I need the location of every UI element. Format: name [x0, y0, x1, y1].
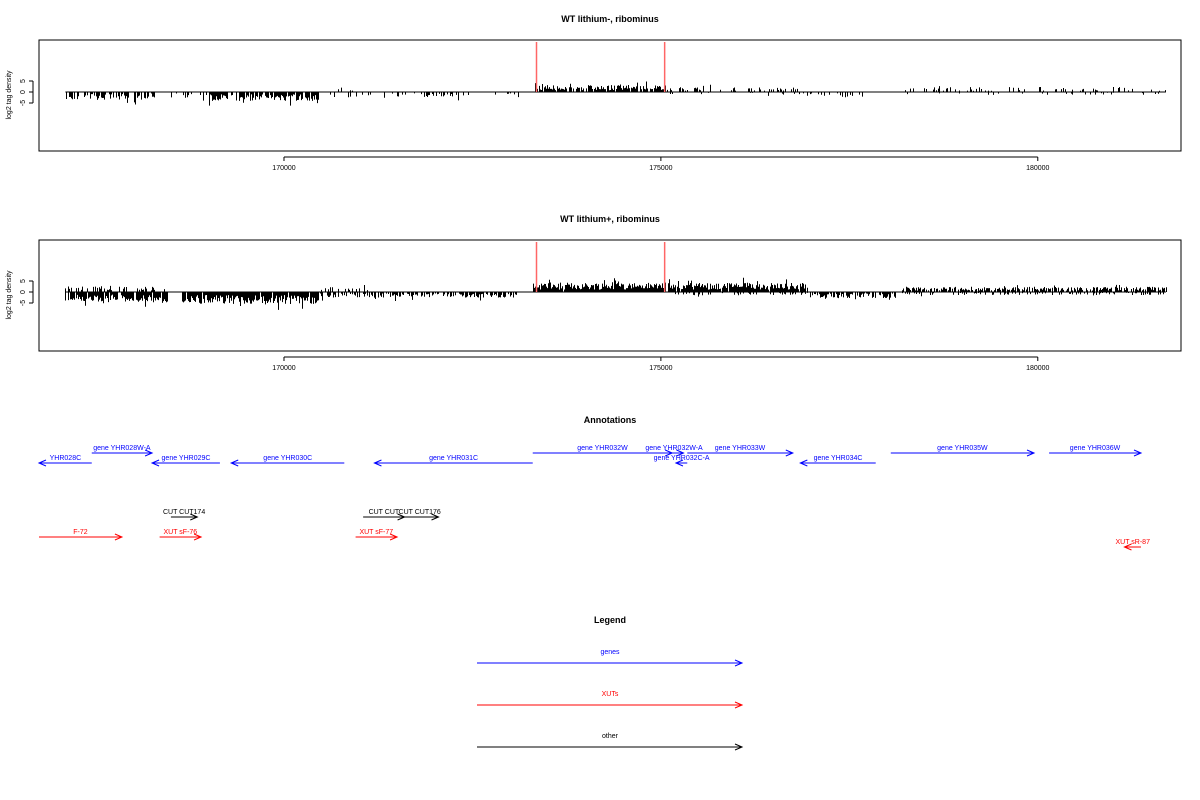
annotation-feature: XUT sR-87	[1115, 539, 1150, 551]
panel-2-title: WT lithium+, ribominus	[560, 214, 660, 224]
legend-item-gene: genes	[477, 649, 744, 667]
annotation-feature: gene YHR035W	[890, 445, 1036, 457]
x-tick-label: 180000	[1026, 165, 1049, 172]
panel-1-bars	[65, 81, 1166, 106]
annotation-label: XUT sR-87	[1115, 539, 1150, 546]
panel-2-y-axis: -5 0 5	[20, 279, 34, 306]
annotation-label: gene YHR032W	[577, 445, 628, 452]
annotation-feature: F-72	[39, 529, 124, 541]
annotation-feature: YHR028C	[37, 455, 92, 467]
annotation-feature: gene YHR030C	[229, 455, 345, 467]
panel-lithium-plus: WT lithium+, ribominus log2 tag density …	[6, 214, 1182, 372]
legend-items: genes XUTs other	[477, 649, 744, 751]
legend-item-other: other	[477, 733, 744, 751]
annotation-label: CUT CUT	[369, 509, 400, 516]
x-tick-label: 175000	[649, 365, 672, 372]
y-tick-label: 5	[20, 79, 27, 83]
panel-lithium-minus: WT lithium-, ribominus log2 tag density …	[6, 14, 1182, 172]
annotation-label: gene YHR033W	[715, 445, 766, 452]
y-tick-label: 0	[20, 90, 27, 94]
annotation-feature: gene YHR028W-A	[91, 445, 154, 457]
legend-label: XUTs	[602, 691, 619, 698]
annotation-label: CUT CUT176	[399, 509, 441, 516]
panel-2-ylabel: log2 tag density	[6, 270, 13, 320]
x-tick-label: 170000	[272, 165, 295, 172]
panel-1-x-axis: 170000 175000 180000	[272, 156, 1050, 172]
legend-label: genes	[600, 649, 620, 656]
annotation-label: gene YHR030C	[263, 455, 312, 462]
annotation-label: gene YHR031C	[429, 455, 478, 462]
panel-1-plot-frame	[38, 39, 1182, 152]
annotation-feature: gene YHR033W	[687, 445, 795, 457]
annotation-feature: gene YHR029C	[150, 455, 220, 467]
legend: Legend genes XUTs other	[477, 615, 744, 751]
annotation-features: YHR028C gene YHR028W-A gene YHR029C gene YH…	[37, 445, 1150, 551]
annotation-feature: CUT CUT176	[399, 509, 441, 521]
panel-1-ylabel: log2 tag density	[6, 70, 13, 120]
annotation-label: gene YHR032W-A	[645, 445, 703, 452]
annotations-track: Annotations YHR028C gene YHR028W-A gene YH…	[37, 415, 1150, 551]
annotation-label: CUT CUT174	[163, 509, 205, 516]
annotation-feature: gene YHR032W-A	[645, 445, 703, 457]
annotation-feature: XUT sF-77	[355, 529, 399, 541]
panel-2-x-axis: 170000 175000 180000	[272, 356, 1050, 372]
annotation-label: XUT sF-77	[359, 529, 393, 536]
x-tick-label: 175000	[649, 165, 672, 172]
y-tick-label: -5	[20, 100, 27, 106]
x-tick-label: 180000	[1026, 365, 1049, 372]
panel-1-title: WT lithium-, ribominus	[561, 14, 659, 24]
annotation-feature: gene YHR036W	[1049, 445, 1143, 457]
panel-1-y-axis: -5 0 5	[20, 79, 34, 106]
panel-1-markers	[535, 42, 666, 92]
annotation-label: gene YHR035W	[937, 445, 988, 452]
legend-title: Legend	[594, 615, 626, 625]
legend-item-xut: XUTs	[477, 691, 744, 709]
panel-2-plot-frame	[38, 239, 1182, 352]
annotation-label: gene YHR032C-A	[654, 455, 710, 462]
y-tick-label: -5	[20, 300, 27, 306]
y-tick-label: 0	[20, 290, 27, 294]
annotation-feature: gene YHR034C	[799, 455, 876, 467]
panel-2-markers	[535, 242, 666, 292]
annotation-label: gene YHR029C	[162, 455, 211, 462]
annotation-feature: gene YHR031C	[373, 455, 533, 467]
y-tick-label: 5	[20, 279, 27, 283]
annotation-label: gene YHR028W-A	[93, 445, 151, 452]
annotation-label: F-72	[73, 529, 88, 536]
annotation-feature: XUT sF-76	[159, 529, 203, 541]
legend-label: other	[602, 733, 619, 740]
annotation-label: XUT sF-76	[163, 529, 197, 536]
annotation-feature: gene YHR032C-A	[654, 455, 710, 467]
annotation-label: gene YHR036W	[1070, 445, 1121, 452]
annotation-feature: CUT CUT174	[163, 509, 205, 521]
annotations-title: Annotations	[584, 415, 637, 425]
x-tick-label: 170000	[272, 365, 295, 372]
annotation-label: YHR028C	[50, 455, 82, 462]
panel-2-bars	[65, 277, 1167, 310]
annotation-label: gene YHR034C	[814, 455, 863, 462]
